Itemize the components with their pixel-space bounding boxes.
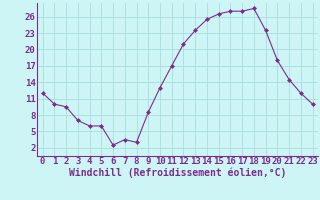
X-axis label: Windchill (Refroidissement éolien,°C): Windchill (Refroidissement éolien,°C) xyxy=(69,168,286,178)
